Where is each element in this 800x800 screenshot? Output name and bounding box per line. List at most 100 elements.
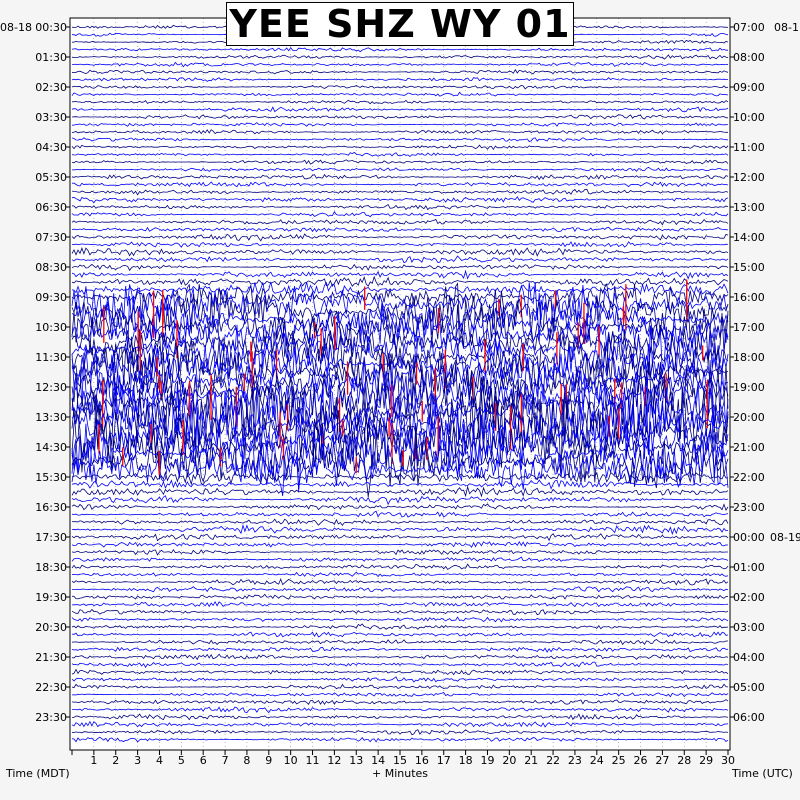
- trace-row: [71, 720, 729, 728]
- trace-row: [71, 699, 729, 706]
- left-time-label: 09:30: [35, 291, 67, 304]
- trace-row: [71, 338, 729, 387]
- trace-row: [71, 211, 729, 218]
- trace-row: [71, 676, 729, 683]
- trace-row: [71, 91, 729, 97]
- left-time-label: 12:30: [35, 381, 67, 394]
- left-time-label: 14:30: [35, 441, 67, 454]
- x-tick-label: 24: [590, 754, 604, 767]
- trace-row: [71, 283, 729, 312]
- trace-row: [71, 470, 729, 486]
- trace-row: [71, 571, 729, 578]
- left-time-label: 17:30: [35, 531, 67, 544]
- right-time-label: 00:00: [733, 531, 765, 544]
- right-time-label: 07:00: [733, 21, 765, 34]
- left-time-label: 16:30: [35, 501, 67, 514]
- x-tick-label: 19: [480, 754, 494, 767]
- trace-row: [71, 54, 729, 60]
- right-time-label: 08:00: [733, 51, 765, 64]
- left-time-label: 22:30: [35, 681, 67, 694]
- trace-row: [71, 218, 729, 226]
- trace-row: [71, 241, 729, 248]
- trace-row: [71, 639, 728, 646]
- trace-row: [71, 106, 729, 113]
- x-tick-label: 21: [524, 754, 538, 767]
- trace-row: [71, 159, 729, 165]
- left-time-label: 06:30: [35, 201, 67, 214]
- trace-row: [71, 683, 729, 690]
- x-tick-label: 12: [327, 754, 341, 767]
- right-date-label: 08-1: [774, 21, 799, 34]
- x-tick-label: 18: [459, 754, 473, 767]
- x-tick-label: 8: [243, 754, 250, 767]
- trace-row: [71, 692, 729, 698]
- x-tick-label: 17: [437, 754, 451, 767]
- x-tick-label: 15: [393, 754, 407, 767]
- trace-row: [71, 144, 729, 151]
- x-axis-ticks: 1 2 3 4 5 6 7 8 9 10 11 12 13 14 15 16 17 18 19 20 21 22 23 24 2…: [71, 750, 735, 767]
- x-tick-label: 7: [222, 754, 229, 767]
- trace-row: [71, 510, 729, 518]
- trace-row: [71, 608, 729, 616]
- left-time-label: 23:30: [35, 711, 67, 724]
- right-time-label: 14:00: [733, 231, 765, 244]
- trace-row: [71, 360, 729, 444]
- trace-row: [71, 181, 729, 188]
- trace-row: [71, 409, 729, 472]
- x-tick-label: 27: [655, 754, 669, 767]
- x-tick-label: 25: [612, 754, 626, 767]
- left-time-label: 19:30: [35, 591, 67, 604]
- x-tick-label: 26: [634, 754, 648, 767]
- left-time-label: 21:30: [35, 651, 67, 664]
- trace-row: [71, 668, 729, 676]
- x-tick-label: 2: [112, 754, 119, 767]
- trace-row: [71, 342, 729, 397]
- trace-row: [71, 47, 728, 53]
- trace-row: [71, 99, 729, 105]
- left-time-label: 13:30: [35, 411, 67, 424]
- right-time-label: 12:00: [733, 171, 765, 184]
- trace-row: [71, 415, 729, 493]
- trace-row: [71, 84, 729, 90]
- trace-row: [71, 485, 729, 498]
- trace-row: [71, 173, 729, 181]
- left-time-label: 15:30: [35, 471, 67, 484]
- trace-row: [71, 563, 729, 570]
- trace-row: [71, 600, 729, 608]
- left-date-label: 08-18: [0, 21, 32, 34]
- trace-row: [71, 706, 729, 714]
- trace-row: [71, 556, 729, 563]
- right-time-label: 22:00: [733, 471, 765, 484]
- right-time-label: 21:00: [733, 441, 765, 454]
- left-time-label: 00:30: [35, 21, 67, 34]
- trace-row: [71, 247, 729, 257]
- x-tick-label: 14: [371, 754, 385, 767]
- right-time-label: 18:00: [733, 351, 765, 364]
- trace-row: [71, 226, 729, 233]
- left-time-label: 18:30: [35, 561, 67, 574]
- trace-row: [71, 533, 729, 542]
- right-time-label: 11:00: [733, 141, 765, 154]
- right-time-labels: 07:00 08:00 09:00 10:00 11:00 12:00 13:00 14:00…: [730, 21, 800, 724]
- trace-row: [71, 623, 729, 630]
- x-tick-label: 23: [568, 754, 582, 767]
- trace-row: [71, 577, 729, 586]
- trace-row: [71, 729, 729, 736]
- left-axis-label: Time (MDT): [6, 767, 70, 780]
- x-tick-label: 20: [502, 754, 516, 767]
- left-time-label: 20:30: [35, 621, 67, 634]
- right-time-label: 17:00: [733, 321, 765, 334]
- title-box: YEE SHZ WY 01: [226, 2, 574, 46]
- trace-row: [71, 736, 729, 743]
- trace-row: [72, 713, 729, 721]
- trace-row: [71, 616, 729, 623]
- x-tick-label: 6: [200, 754, 207, 767]
- trace-row: [71, 523, 729, 536]
- x-tick-label: 9: [265, 754, 272, 767]
- left-time-labels: 00:30 01:30 02:30 03:30 04:30 05:30 06:30 07:30…: [35, 21, 70, 724]
- trace-row: [71, 77, 729, 82]
- trace-row: [71, 114, 729, 120]
- right-time-label: 19:00: [733, 381, 765, 394]
- trace-row: [71, 196, 729, 204]
- right-time-label: 01:00: [733, 561, 765, 574]
